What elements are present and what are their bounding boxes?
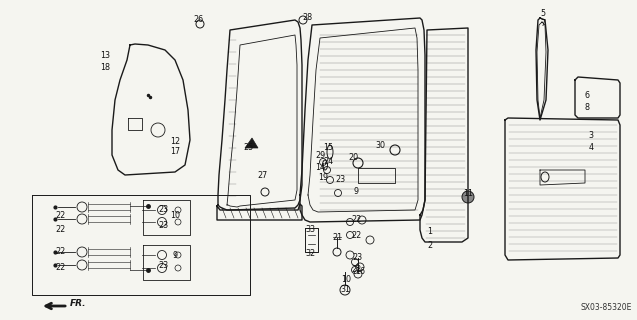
Text: 7: 7 (540, 20, 545, 28)
Text: 19: 19 (318, 173, 328, 182)
Text: 21: 21 (332, 233, 342, 242)
Text: 23: 23 (335, 175, 345, 185)
Text: 15: 15 (323, 143, 333, 153)
Text: 30: 30 (375, 140, 385, 149)
Text: 14: 14 (315, 164, 325, 172)
Text: 23: 23 (158, 205, 168, 214)
Text: 1: 1 (427, 228, 433, 236)
Text: 33: 33 (305, 226, 315, 235)
Text: 22: 22 (55, 262, 65, 271)
Text: 10: 10 (341, 276, 351, 284)
Circle shape (462, 191, 474, 203)
Text: FR.: FR. (70, 299, 87, 308)
Text: 24: 24 (323, 157, 333, 166)
Text: 22: 22 (55, 247, 65, 257)
Text: 32: 32 (305, 249, 315, 258)
Text: 29: 29 (315, 150, 325, 159)
Text: 9: 9 (173, 251, 178, 260)
Text: 12: 12 (170, 138, 180, 147)
Text: 11: 11 (463, 188, 473, 197)
Text: 25: 25 (243, 143, 253, 153)
Text: 4: 4 (589, 142, 594, 151)
Text: 18: 18 (100, 63, 110, 73)
Text: 22: 22 (352, 266, 362, 275)
Text: 23: 23 (158, 220, 168, 229)
Text: 23: 23 (158, 260, 168, 269)
Text: 17: 17 (170, 148, 180, 156)
Text: 8: 8 (585, 102, 589, 111)
Text: 10: 10 (170, 211, 180, 220)
Text: 2: 2 (427, 241, 433, 250)
Polygon shape (245, 138, 258, 148)
Text: 26: 26 (193, 15, 203, 25)
Text: SX03-85320E: SX03-85320E (580, 303, 632, 312)
Text: 9: 9 (354, 188, 359, 196)
Text: 28: 28 (302, 12, 312, 21)
Text: 27: 27 (258, 171, 268, 180)
Text: 22: 22 (55, 226, 65, 235)
Text: 13: 13 (100, 51, 110, 60)
Text: 20: 20 (348, 154, 358, 163)
Text: 22: 22 (352, 230, 362, 239)
Text: 31: 31 (340, 285, 350, 294)
Text: 6: 6 (585, 92, 589, 100)
Text: 3: 3 (589, 131, 594, 140)
Text: 5: 5 (540, 10, 545, 19)
Text: 16: 16 (355, 268, 365, 276)
Text: 22: 22 (352, 215, 362, 225)
Text: 22: 22 (55, 211, 65, 220)
Text: 23: 23 (352, 253, 362, 262)
